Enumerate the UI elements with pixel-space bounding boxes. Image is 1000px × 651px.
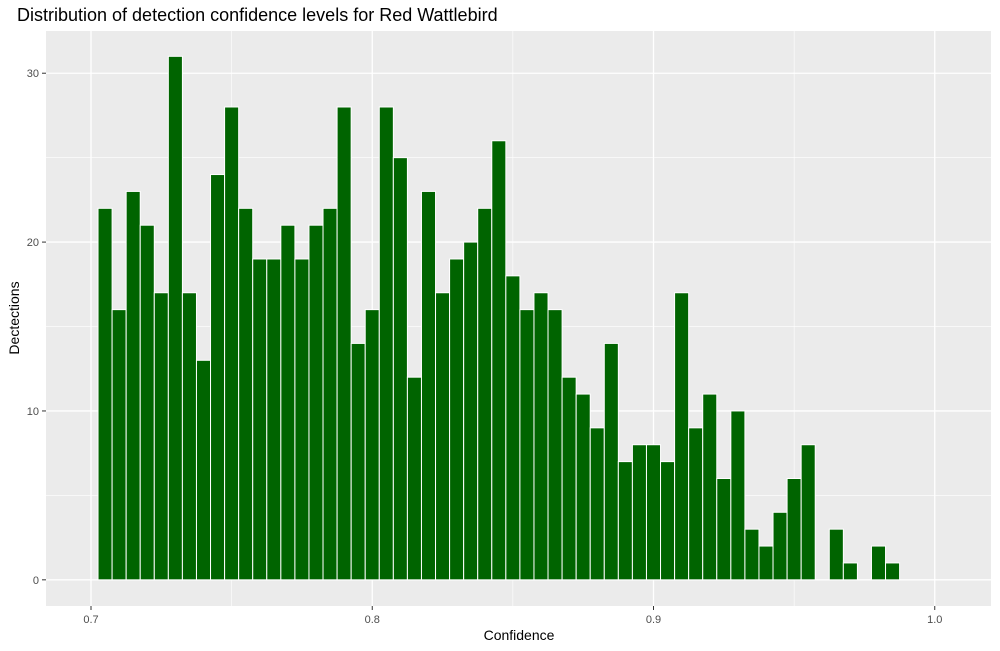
histogram-bar (139, 224, 155, 581)
histogram-bar (575, 393, 591, 581)
histogram-bar (533, 292, 549, 581)
histogram-bar (772, 511, 788, 581)
histogram-bar (111, 309, 127, 581)
histogram-bar (266, 258, 282, 581)
histogram-bar (336, 106, 352, 581)
y-tick-label: 20 (27, 237, 39, 249)
histogram-bar (561, 376, 577, 581)
histogram-bar (674, 292, 690, 581)
histogram-bar (547, 309, 563, 581)
y-tick-label: 0 (33, 575, 39, 587)
histogram-bar (589, 427, 605, 581)
histogram-bar (224, 106, 240, 581)
x-tick-label: 0.9 (646, 614, 661, 626)
histogram-bar (210, 174, 226, 581)
x-axis-title: Confidence (484, 627, 555, 643)
histogram-bar (477, 207, 493, 581)
histogram-bar (505, 275, 521, 581)
histogram-bar (702, 393, 718, 581)
histogram-bar (308, 224, 324, 581)
histogram-bar (280, 224, 296, 581)
histogram-bar (153, 292, 169, 581)
histogram-bar (97, 207, 113, 581)
y-axis-ticks: 0 10 20 30 (27, 68, 46, 587)
histogram-bar (645, 444, 662, 581)
x-tick-label: 0.8 (365, 614, 380, 626)
histogram-bar (406, 376, 422, 581)
histogram-bar (660, 461, 676, 581)
histogram-bar (252, 258, 268, 581)
histogram-bar (435, 292, 451, 581)
histogram-bar (463, 241, 479, 581)
chart-title: Distribution of detection confidence lev… (17, 5, 498, 25)
y-axis-title: Dectections (6, 281, 22, 354)
histogram-bar (195, 359, 212, 581)
x-tick-label: 1.0 (927, 614, 942, 626)
histogram-bar (420, 190, 437, 581)
histogram-bar (800, 444, 816, 581)
histogram-bar (449, 258, 465, 581)
histogram-bar (870, 545, 887, 581)
histogram-bar (603, 342, 619, 581)
histogram-bar (828, 528, 844, 581)
histogram-bar (631, 444, 647, 581)
histogram-bar (688, 427, 704, 581)
histogram-bar (617, 461, 633, 581)
histogram-bar (181, 292, 197, 581)
histogram-bar (744, 528, 760, 581)
histogram-bar (364, 309, 380, 581)
histogram-bar (167, 55, 183, 581)
y-tick-label: 30 (27, 68, 39, 80)
histogram-bar (392, 157, 408, 581)
y-tick-label: 10 (27, 406, 39, 418)
histogram-bar (350, 342, 366, 581)
histogram-bar (786, 478, 802, 581)
x-tick-label: 0.7 (83, 614, 98, 626)
histogram-bar (294, 258, 310, 581)
histogram-bar (519, 309, 535, 581)
histogram-bar (378, 106, 394, 581)
histogram-bar (885, 562, 901, 581)
histogram-bars (97, 55, 901, 581)
histogram-bar (238, 207, 254, 581)
histogram-bar (842, 562, 858, 581)
x-axis-ticks: 0.7 0.8 0.9 1.0 (83, 606, 942, 626)
histogram-bar (491, 140, 507, 581)
histogram-bar (125, 190, 141, 581)
histogram-bar (758, 545, 774, 581)
histogram-bar (716, 478, 732, 581)
histogram-bar (730, 410, 746, 581)
histogram-bar (322, 207, 338, 581)
